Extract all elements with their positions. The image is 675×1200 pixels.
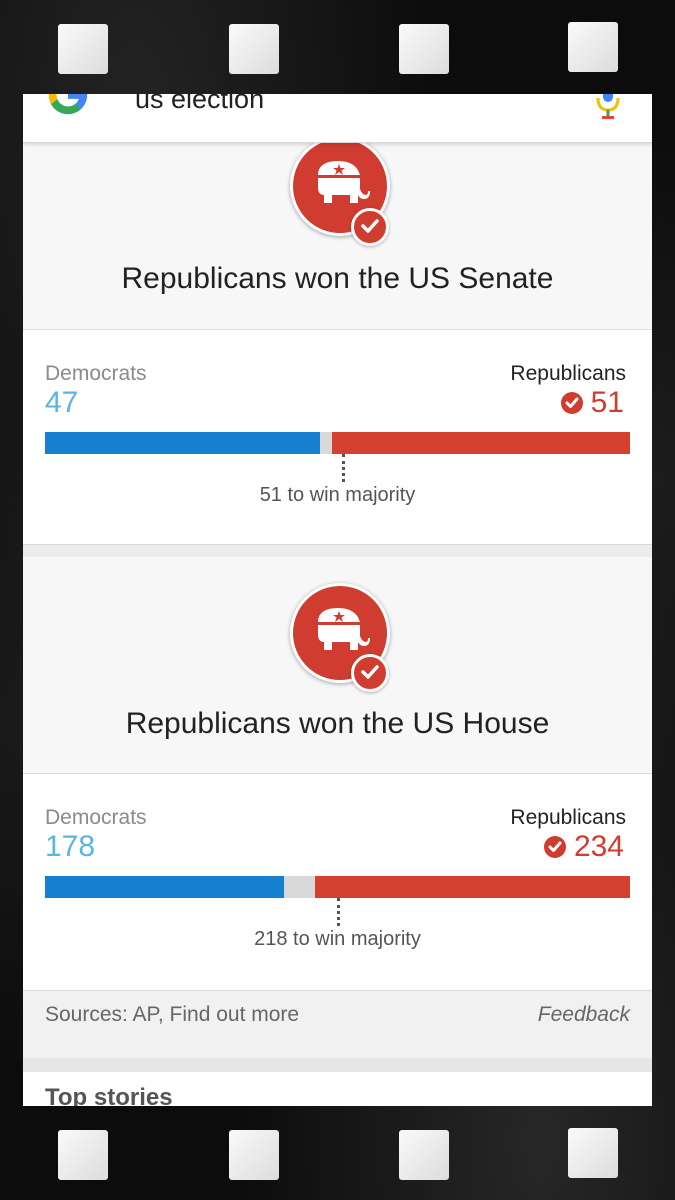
house-results: Democrats Republicans 178 234 218 to win…: [23, 774, 652, 989]
winner-checkmark-icon: [543, 836, 566, 858]
film-hole: [58, 24, 108, 74]
democrats-seat-count: 178: [45, 830, 96, 863]
winner-checkmark-icon: [351, 654, 389, 692]
majority-threshold-text: 218 to win majority: [254, 928, 421, 950]
republicans-seat-count-group: 234: [543, 830, 624, 864]
section-divider: [23, 1058, 652, 1072]
election-results-card: us election Republicans won the US Senat…: [23, 94, 652, 1106]
search-bar[interactable]: us election: [23, 94, 652, 143]
film-hole: [568, 1128, 618, 1178]
film-hole: [58, 1130, 108, 1180]
house-seat-bar: [45, 876, 630, 898]
senate-seat-bar: [45, 432, 630, 454]
republicans-bar: [331, 432, 630, 454]
senate-headline: Republicans won the US Senate: [121, 262, 554, 295]
senate-results: Democrats Republicans 47 51 51 to win ma…: [23, 330, 652, 544]
film-hole: [399, 24, 449, 74]
google-g-icon[interactable]: [45, 94, 91, 118]
democrats-label: Democrats: [45, 806, 147, 829]
sources-link[interactable]: Sources: AP, Find out more: [45, 1003, 300, 1026]
republicans-label: Republicans: [510, 362, 626, 385]
republicans-seat-count-group: 51: [560, 386, 624, 420]
majority-marker: [342, 454, 346, 482]
search-query[interactable]: us election: [135, 94, 265, 114]
majority-marker: [337, 898, 341, 926]
house-headline: Republicans won the US House: [125, 707, 550, 740]
house-header: Republicans won the US House: [23, 557, 652, 774]
republicans-seat-count: 51: [590, 386, 624, 419]
majority-threshold-text: 51 to win majority: [259, 484, 416, 506]
democrats-bar: [45, 432, 320, 454]
democrats-seat-count: 47: [45, 386, 79, 419]
republicans-seat-count: 234: [573, 830, 624, 863]
film-hole: [568, 22, 618, 72]
microphone-icon[interactable]: [595, 94, 621, 120]
sources-footer: Sources: AP, Find out more Feedback: [23, 990, 652, 1059]
film-hole: [399, 1130, 449, 1180]
republicans-bar: [315, 876, 630, 898]
film-hole: [229, 1130, 279, 1180]
senate-header: Republicans won the US Senate: [23, 136, 652, 330]
film-hole: [229, 24, 279, 74]
democrats-bar: [45, 876, 285, 898]
republicans-label: Republicans: [510, 806, 626, 829]
winner-checkmark-icon: [560, 392, 583, 414]
winner-checkmark-icon: [351, 208, 389, 246]
top-stories-heading: Top stories: [45, 1084, 173, 1106]
feedback-link[interactable]: Feedback: [537, 1003, 630, 1026]
democrats-label: Democrats: [45, 362, 147, 385]
section-divider: [23, 544, 652, 558]
